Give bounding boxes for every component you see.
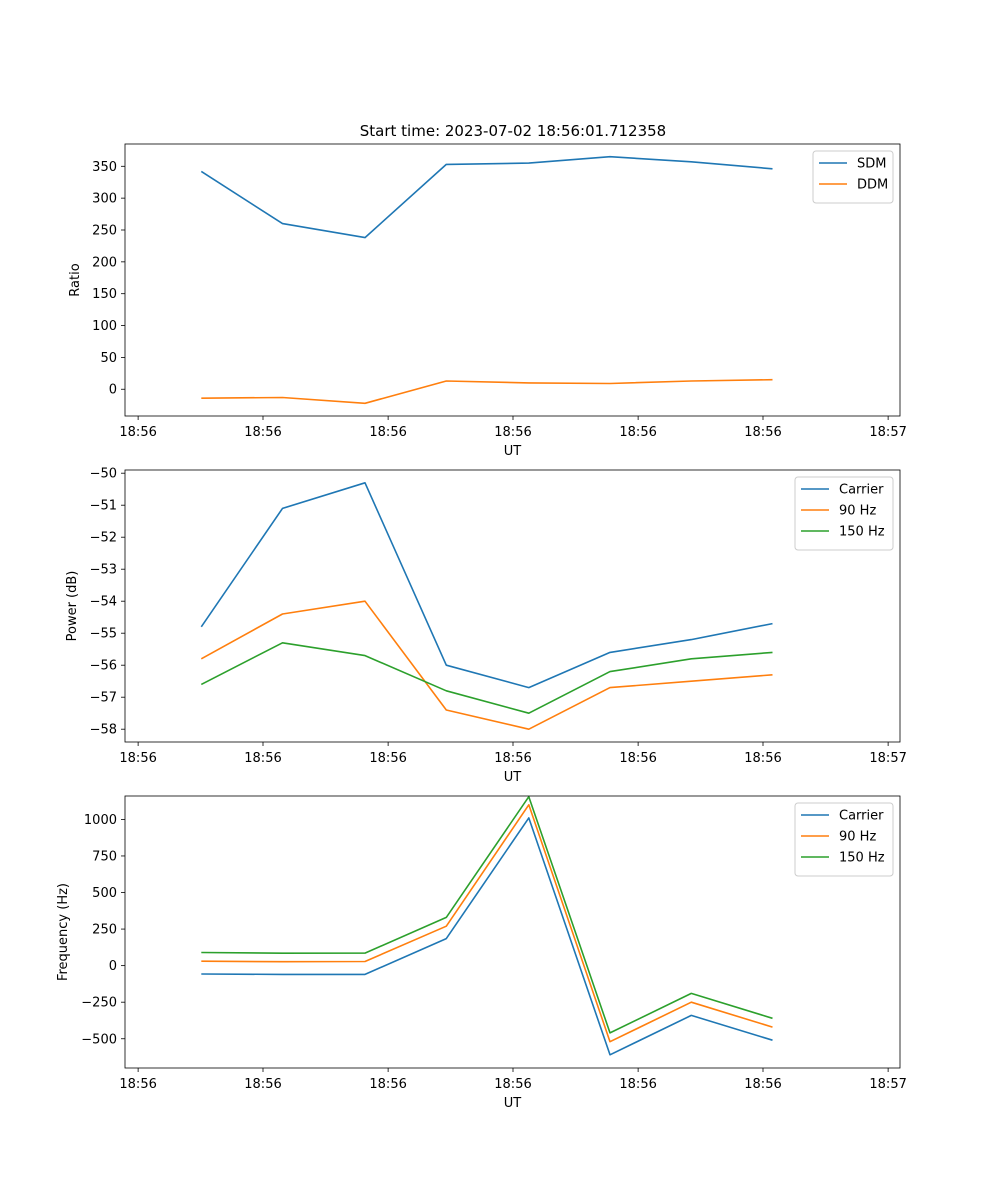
y-axis-label: Ratio	[68, 263, 83, 296]
x-tick-label: 18:56	[369, 425, 406, 440]
x-tick-label: 18:56	[619, 425, 656, 440]
x-tick-label: 18:56	[369, 1077, 406, 1092]
x-tick-label: 18:56	[619, 751, 656, 766]
legend: SDM DDM	[812, 150, 894, 204]
legend: Carrier 90 Hz 150 Hz	[794, 476, 894, 551]
legend-label: 150 Hz	[839, 851, 885, 866]
y-tick-label: 150	[92, 287, 117, 302]
x-tick-label: 18:57	[869, 425, 906, 440]
axes-frame	[124, 469, 901, 743]
series-line-150-hz	[200, 641, 773, 715]
y-tick-label: 350	[92, 160, 117, 175]
panel-power: 18:56 18:56 18:56 18:56 18:56 18:56 18:57 −50 −5…	[65, 467, 907, 785]
x-tick-label: 18:56	[494, 1077, 531, 1092]
x-tick-label: 18:56	[494, 751, 531, 766]
legend-box	[812, 150, 894, 204]
x-axis-label: UT	[504, 1096, 522, 1111]
series-line-ddm	[201, 378, 773, 405]
y-tick-label: 250	[92, 223, 117, 238]
legend-label: 150 Hz	[839, 525, 885, 540]
panel-ratio: 18:56 18:56 18:56 18:56 18:56 18:56 18:57 0 50 10…	[68, 143, 907, 459]
legend-label: Carrier	[839, 809, 884, 824]
axes-frame	[124, 143, 901, 417]
y-tick-label: −54	[90, 595, 117, 610]
y-tick-label: −53	[90, 563, 117, 578]
x-tick-label: 18:56	[369, 751, 406, 766]
series-line-carrier	[201, 817, 773, 1056]
y-tick-label: 0	[109, 383, 117, 398]
y-tick-label: 1000	[84, 813, 117, 828]
y-tick-label: −57	[90, 691, 117, 706]
y-tick-label: 250	[92, 923, 117, 938]
x-tick-label: 18:57	[869, 751, 906, 766]
x-tick-label: 18:56	[119, 425, 156, 440]
y-tick-label: −55	[90, 627, 117, 642]
y-tick-label: −52	[90, 531, 117, 546]
x-tick-label: 18:56	[244, 751, 281, 766]
legend-label: 90 Hz	[839, 830, 876, 845]
series-line-sdm	[200, 155, 773, 239]
x-tick-label: 18:56	[744, 425, 781, 440]
legend-label: SDM	[857, 157, 886, 172]
y-tick-label: −250	[81, 996, 117, 1011]
x-tick-label: 18:56	[119, 751, 156, 766]
panel-frequency: 18:56 18:56 18:56 18:56 18:56 18:56 18:57 1000 7…	[56, 795, 907, 1111]
y-tick-label: 300	[92, 192, 117, 207]
series-line-90-hz	[201, 803, 773, 1043]
y-axis-label: Power (dB)	[65, 571, 80, 642]
axes-frame	[124, 795, 901, 1069]
y-tick-label: −51	[90, 499, 117, 514]
y-tick-label: 100	[92, 319, 117, 334]
x-tick-label: 18:56	[744, 751, 781, 766]
series-line-90-hz	[200, 600, 773, 731]
y-axis-label: Frequency (Hz)	[56, 883, 71, 981]
x-axis-label: UT	[504, 444, 522, 459]
figure-title: Start time: 2023-07-02 18:56:01.712358	[360, 122, 666, 140]
y-tick-label: −50	[90, 467, 117, 482]
y-tick-label: −56	[90, 659, 117, 674]
y-tick-label: 50	[100, 351, 117, 366]
x-tick-label: 18:56	[744, 1077, 781, 1092]
legend-label: DDM	[857, 178, 888, 193]
legend-label: Carrier	[839, 483, 884, 498]
y-tick-label: 750	[92, 849, 117, 864]
y-tick-label: 500	[92, 886, 117, 901]
x-axis-label: UT	[504, 770, 522, 785]
series-line-150-hz	[201, 795, 773, 1034]
legend: Carrier 90 Hz 150 Hz	[794, 802, 894, 877]
y-tick-label: 0	[109, 959, 117, 974]
legend-label: 90 Hz	[839, 504, 876, 519]
x-tick-label: 18:56	[244, 1077, 281, 1092]
x-tick-label: 18:56	[119, 1077, 156, 1092]
x-tick-label: 18:56	[619, 1077, 656, 1092]
y-tick-label: −500	[81, 1032, 117, 1047]
x-tick-label: 18:57	[869, 1077, 906, 1092]
series-line-carrier	[200, 481, 773, 689]
x-tick-label: 18:56	[494, 425, 531, 440]
y-tick-label: −58	[90, 723, 117, 738]
x-tick-label: 18:56	[244, 425, 281, 440]
y-tick-label: 200	[92, 255, 117, 270]
